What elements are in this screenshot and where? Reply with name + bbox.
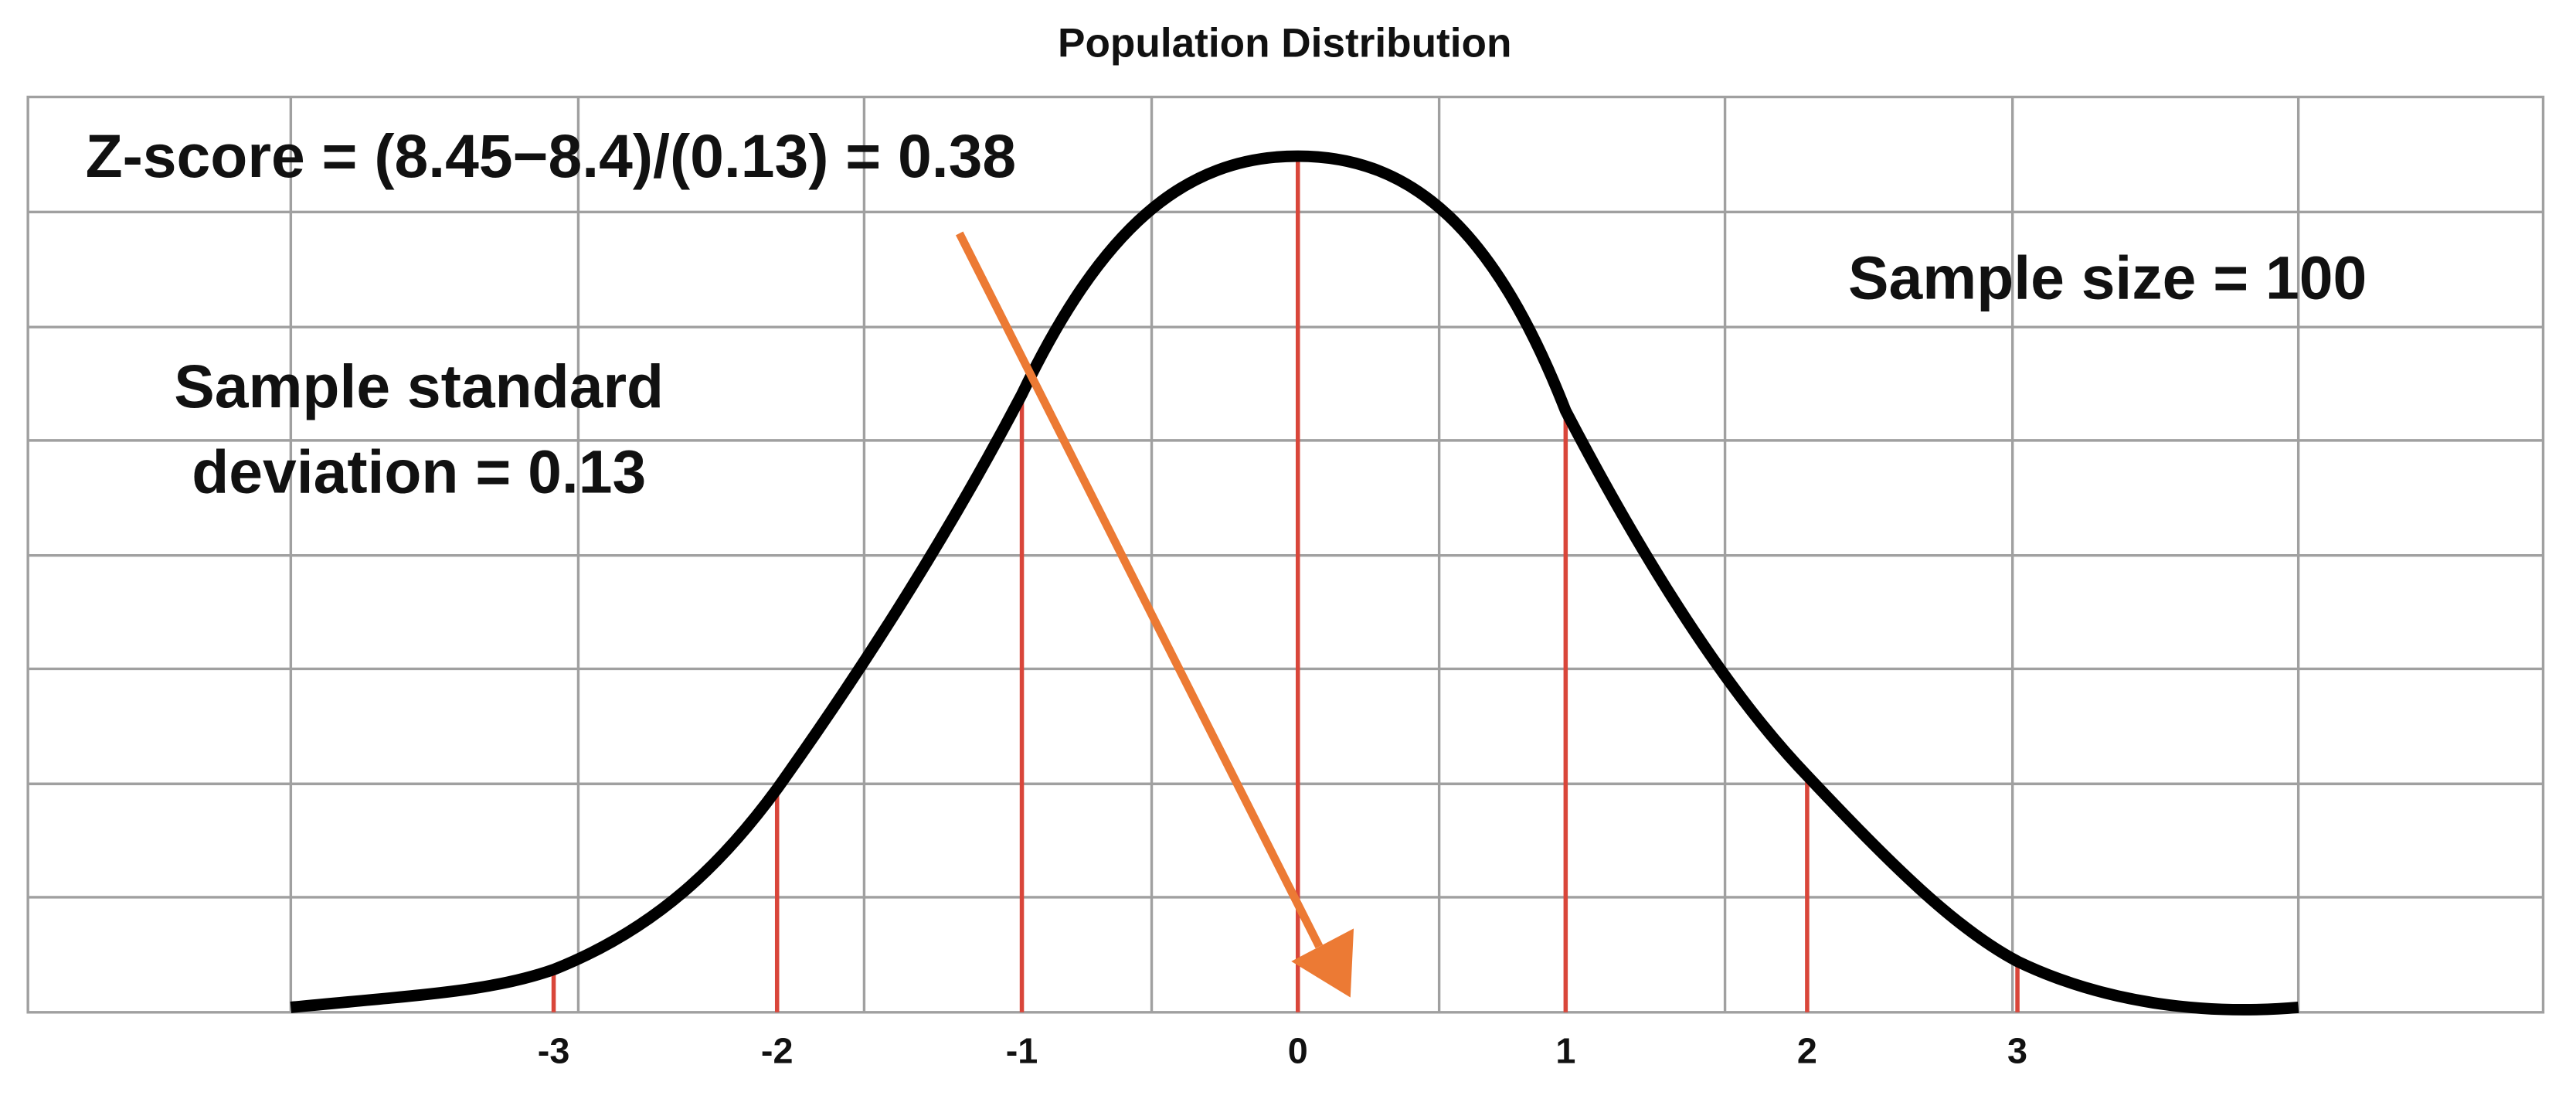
axis-label: 2	[1797, 1030, 1817, 1070]
axis-label: 1	[1555, 1030, 1575, 1070]
axis-label: -2	[761, 1030, 794, 1070]
axis-label: 0	[1288, 1030, 1308, 1070]
bell-curve	[290, 150, 2299, 1016]
arrow-shaft	[955, 231, 1324, 949]
sample-sd-annotation: Sample standard	[174, 352, 664, 420]
sample-size-annotation: Sample size = 100	[1848, 244, 2367, 312]
title: Population Distribution	[1058, 21, 1511, 66]
axis-label: -3	[538, 1030, 570, 1070]
sample-sd-annotation: deviation = 0.13	[192, 437, 646, 505]
sd-lines	[551, 158, 2020, 1012]
grid	[26, 95, 2545, 1014]
arrow-head	[1291, 928, 1354, 998]
axis-label: 3	[2007, 1030, 2027, 1070]
axis-labels: -3 -2 -1 0 1 2 3	[538, 1030, 2027, 1070]
z-score-annotation: Z-score = (8.45−8.4)/(0.13) = 0.38	[86, 122, 1017, 190]
axis-label: -1	[1006, 1030, 1038, 1070]
